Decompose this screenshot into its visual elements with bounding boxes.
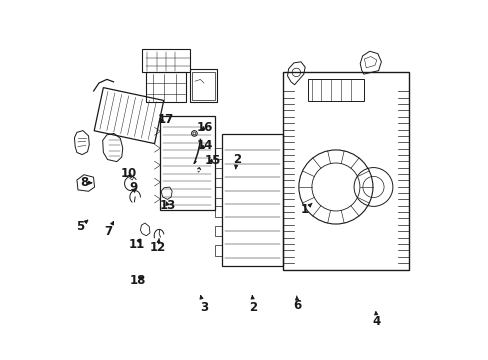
Bar — [189, 69, 217, 102]
Bar — [215, 187, 221, 198]
Bar — [307, 80, 364, 100]
Text: 2: 2 — [232, 153, 240, 169]
Bar — [221, 134, 283, 266]
Text: 16: 16 — [196, 121, 213, 134]
Bar — [142, 49, 189, 72]
Text: 5: 5 — [76, 220, 87, 233]
Bar — [191, 72, 214, 100]
Bar — [215, 148, 221, 159]
Text: 12: 12 — [150, 238, 166, 254]
Text: 4: 4 — [372, 312, 380, 328]
Text: 13: 13 — [159, 199, 175, 212]
Text: 18: 18 — [129, 274, 146, 287]
Text: 7: 7 — [104, 221, 113, 238]
Text: 11: 11 — [128, 238, 145, 251]
Text: 9: 9 — [129, 181, 137, 194]
Text: 2: 2 — [249, 296, 257, 314]
Text: 8: 8 — [80, 176, 91, 189]
Bar — [145, 72, 186, 102]
Bar — [215, 168, 221, 178]
Bar — [283, 72, 407, 270]
Text: 1: 1 — [301, 203, 311, 216]
Bar — [215, 226, 221, 237]
Bar — [215, 245, 221, 256]
Bar — [160, 117, 214, 210]
Text: 14: 14 — [196, 139, 213, 152]
Text: 6: 6 — [293, 296, 301, 312]
Text: 15: 15 — [204, 154, 221, 167]
Text: 17: 17 — [158, 113, 174, 126]
Text: 3: 3 — [200, 296, 207, 314]
Bar — [215, 207, 221, 217]
Text: 10: 10 — [121, 167, 137, 180]
